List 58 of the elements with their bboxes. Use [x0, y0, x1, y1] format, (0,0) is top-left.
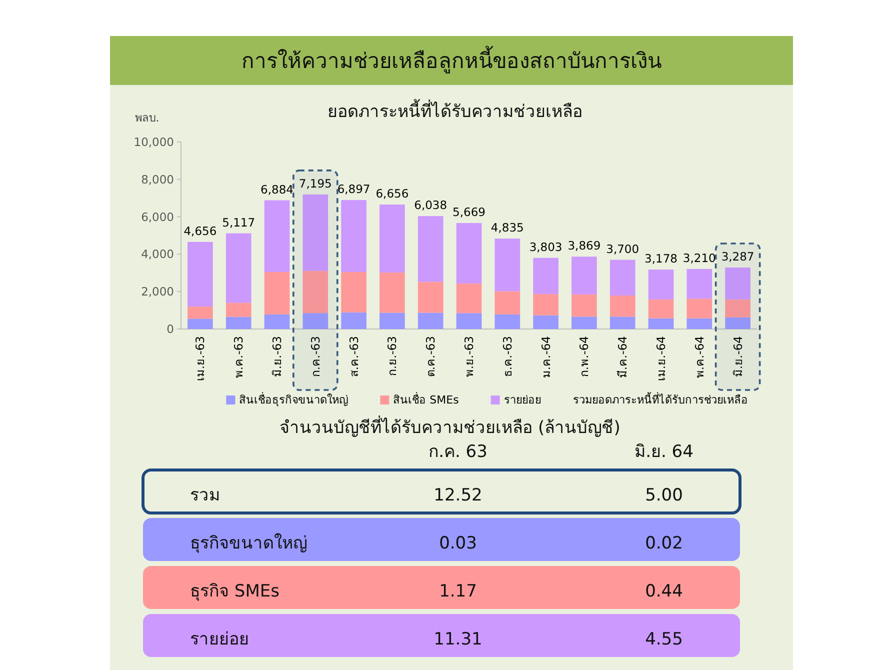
y-tick-label: 2,000 — [141, 284, 174, 299]
series-label: ธุรกิจขนาดใหญ่ — [190, 532, 307, 554]
y-tick-label: 10,000 — [134, 135, 174, 149]
total-label: 6,656 — [376, 186, 409, 201]
legend-label: รายย่อย — [504, 394, 541, 406]
x-tick-label: ม.ค.-64 — [538, 336, 553, 378]
category-label: ก.ค. 63 — [428, 442, 488, 462]
data-label: 5.00 — [645, 486, 683, 506]
total-label: 3,803 — [529, 240, 562, 254]
y-tick-label: 0 — [166, 322, 174, 336]
text: รวม — [190, 486, 220, 506]
x-tick-label: ธ.ค.-63 — [500, 336, 514, 378]
x-tick-label: ก.ย.-63 — [385, 336, 400, 376]
data-label: 4.55 — [645, 630, 683, 650]
x-tick-label: ส.ค.-63 — [346, 336, 361, 378]
total-label: 4,835 — [490, 220, 524, 235]
data-label: 0.03 — [439, 534, 477, 554]
data-label: 0.44 — [645, 582, 683, 602]
total-label: 4,656 — [184, 224, 217, 238]
x-tick-label: ก.ค.-63 — [308, 336, 322, 378]
y-tick-label: 4,000 — [141, 247, 174, 262]
y-tick-label: 8,000 — [141, 172, 174, 186]
data-label: 12.52 — [434, 486, 482, 506]
total-label: 6,897 — [337, 182, 370, 196]
x-tick-label: เม.ย.-63 — [193, 336, 208, 382]
x-tick-label: มิ.ย.-64 — [730, 336, 745, 378]
total-label: 7,195 — [298, 176, 332, 190]
text: จำนวนบัญชีที่ได้รับความช่วยเหลือ (ล้านบัญชี) — [280, 415, 620, 438]
x-tick-label: พ.ค.-64 — [692, 336, 706, 378]
total-label: 3,869 — [568, 238, 601, 253]
x-tick-label: ต.ค.-63 — [424, 336, 438, 378]
total-label: 6,038 — [414, 198, 448, 212]
legend: สินเชื่อธุรกิจขนาดใหญ่ สินเชื่อ SMEs รายย่อย รวมยอดภาระหนี้ที่ได้รับการช่วยเหลือ — [226, 394, 748, 406]
legend-label: สินเชื่อ SMEs — [393, 392, 460, 406]
legend-label: สินเชื่อธุรกิจขนาดใหญ่ — [239, 392, 348, 406]
total-label: 6,884 — [260, 182, 294, 196]
chart-title: การให้ความช่วยเหลือลูกหนี้ของสถาบันการเงิน — [242, 46, 662, 74]
total-label: 3,178 — [644, 252, 678, 266]
total-label: 5,117 — [222, 215, 256, 230]
total-label: 5,669 — [452, 204, 486, 219]
data-label: 0.02 — [645, 534, 683, 554]
data-label: 11.31 — [434, 630, 482, 650]
series-label: รายย่อย — [190, 630, 249, 650]
x-tick-label: พ.ย.-63 — [462, 336, 476, 378]
x-tick-label: มี.ค.-64 — [616, 336, 630, 378]
total-label: 3,287 — [721, 250, 754, 264]
x-tick-label: มิ.ย.-63 — [270, 336, 284, 378]
total-label: 3,700 — [606, 242, 640, 256]
y-axis-title: พลบ. — [134, 112, 160, 124]
x-tick-label: พ.ค.-63 — [232, 336, 246, 378]
data-label: 1.17 — [439, 582, 477, 602]
x-tick-label: เม.ย.-64 — [654, 336, 668, 382]
total-label: 3,210 — [682, 250, 716, 265]
series-label: ธุรกิจ SMEs — [190, 582, 280, 602]
y-tick-label: 6,000 — [141, 210, 174, 224]
category-label: มิ.ย. 64 — [634, 442, 694, 462]
chart-subtitle: ยอดภาระหนี้ที่ได้รับความช่วยเหลือ — [328, 99, 582, 122]
x-tick-label: ก.พ.-64 — [577, 336, 592, 378]
